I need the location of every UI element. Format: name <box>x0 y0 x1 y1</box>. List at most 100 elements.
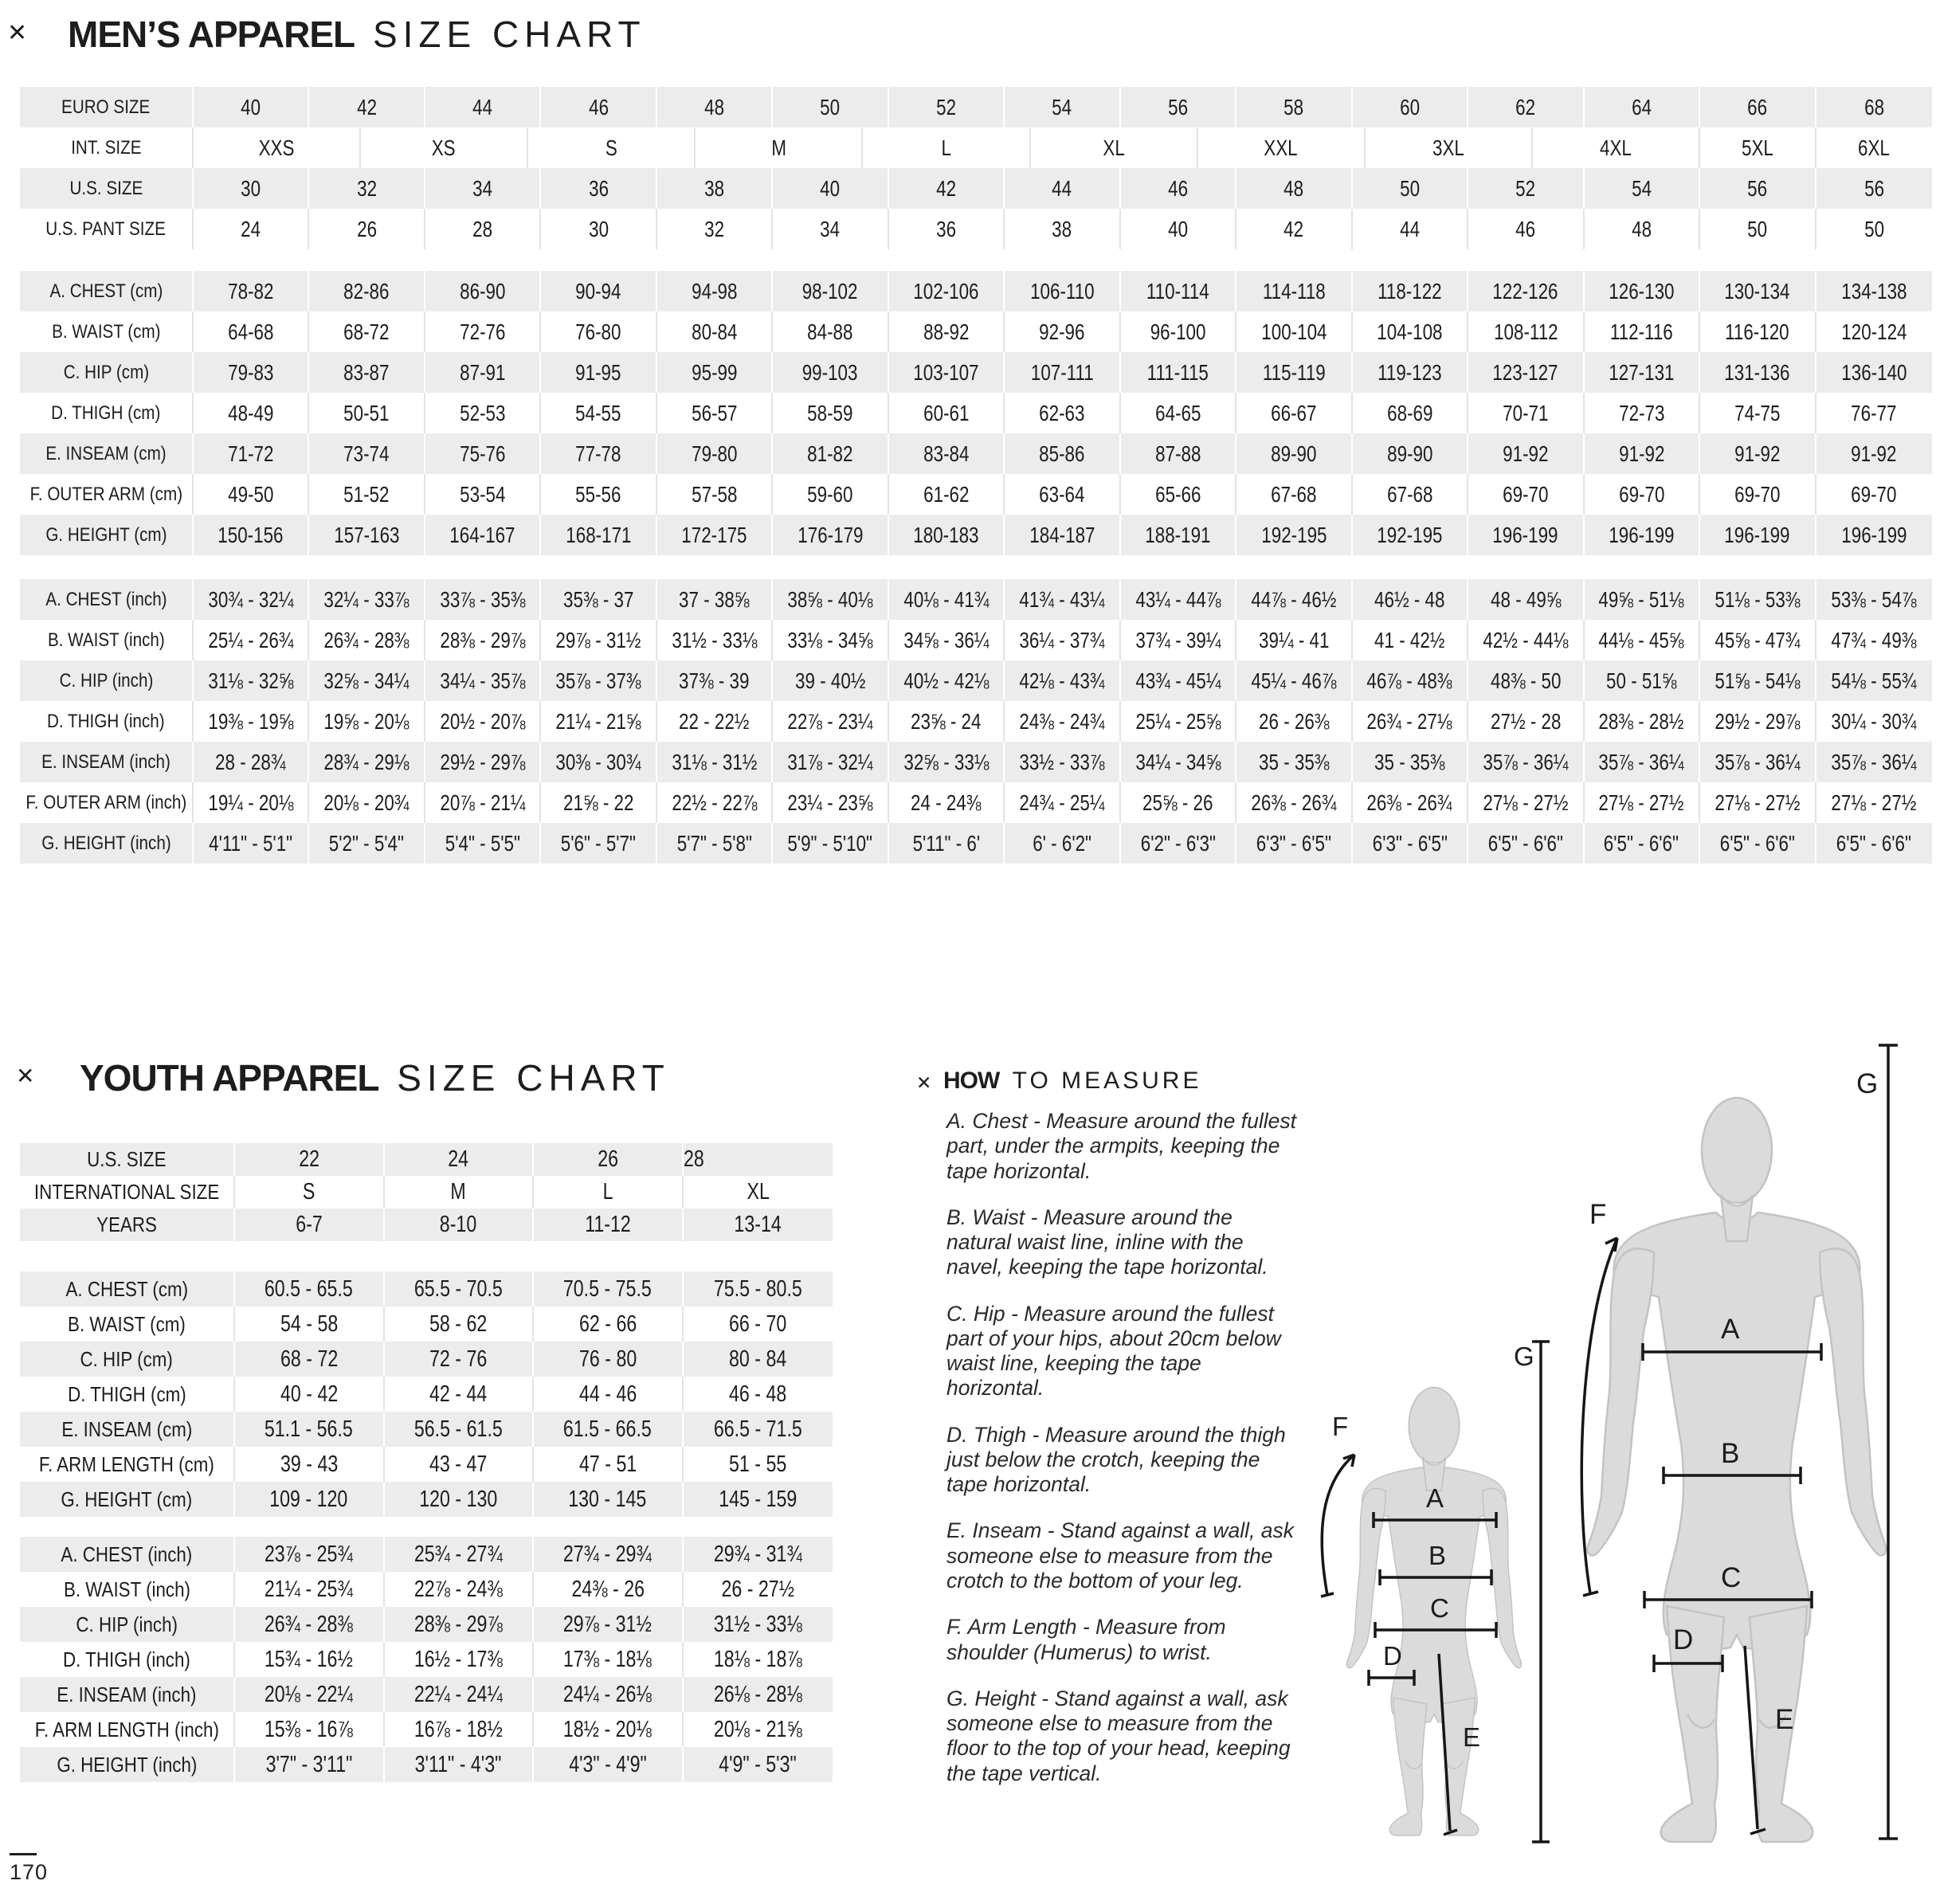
value-cell: 19¼ - 20⅛ <box>194 782 310 823</box>
table-row: B. WAIST (cm) 64-68 68-72 72-76 76-80 80-84 84… <box>20 311 1932 352</box>
table-row: E. INSEAM (cm) 51.1 - 56.5 56.5 - 61.5 61.5… <box>20 1412 833 1447</box>
value-cell: 85-86 <box>1005 433 1121 474</box>
table-row: A. CHEST (cm) 60.5 - 65.5 65.5 - 70.5 70.5 … <box>20 1271 833 1307</box>
value-cell: 96-100 <box>1121 311 1237 352</box>
value-cell: 3'7" - 3'11" <box>235 1747 385 1782</box>
value-cell: 53⅜ - 54⅞ <box>1816 579 1932 620</box>
value-cell: 68 <box>1816 87 1932 127</box>
value-cell: 26¾ - 27⅛ <box>1353 701 1469 742</box>
value-cell: 79-83 <box>194 352 310 393</box>
value-cell: 72-76 <box>425 311 542 352</box>
value-cell: 123-127 <box>1468 352 1585 393</box>
value-cell: 45¼ - 46⅞ <box>1236 660 1353 701</box>
value-cell: 91-95 <box>541 352 657 393</box>
value-cell: 192-195 <box>1352 515 1469 555</box>
value-cell: 34¼ - 35⅞ <box>425 660 542 701</box>
value-cell: 26⅛ - 28⅛ <box>683 1677 833 1712</box>
value-cell: 54⅛ - 55¾ <box>1816 660 1932 701</box>
row-label: U.S. SIZE <box>20 1143 235 1176</box>
adult-measure-lines: A B C D E F G <box>1580 1044 1898 1840</box>
value-cell: 115-119 <box>1236 352 1353 393</box>
value-cell: 6'3" - 6'5" <box>1236 823 1353 864</box>
value-cell: 35⅞ - 36¼ <box>1584 742 1701 782</box>
measure-instruction: D. Thigh - Measure around the thigh just… <box>946 1422 1286 1497</box>
value-cell: S <box>528 127 696 168</box>
value-cell: 87-91 <box>425 352 542 393</box>
value-cell: 26 <box>534 1143 684 1176</box>
value-cell: 28⅜ - 29⅞ <box>384 1607 534 1642</box>
row-label: E. INSEAM (inch) <box>20 1677 235 1712</box>
value-cell: 82-86 <box>309 271 425 311</box>
value-cell: 6'5" - 6'6" <box>1700 823 1816 864</box>
table-row: G. HEIGHT (inch) 4'11" - 5'1" 5'2" - 5'4" 5… <box>20 823 1932 864</box>
value-cell: 81-82 <box>773 433 889 474</box>
figure-label-thigh: D <box>1383 1641 1402 1671</box>
value-cell: 48⅜ - 50 <box>1468 660 1585 701</box>
value-cell: 21¼ - 25¾ <box>235 1572 385 1607</box>
value-cell: 76 - 80 <box>534 1342 684 1377</box>
table-row: B. WAIST (inch) 21¼ - 25¾ 22⅞ - 24⅜ 24⅜ - 2… <box>20 1572 833 1607</box>
value-cell: 91-92 <box>1816 433 1932 474</box>
value-cell: 100-104 <box>1236 311 1353 352</box>
value-cell: 69-70 <box>1468 474 1585 515</box>
value-cell: 18⅛ - 18⅞ <box>713 1646 802 1672</box>
row-label: C. HIP (inch) <box>20 1607 235 1642</box>
value-cell: 24⅜ - 26 <box>534 1572 684 1607</box>
value-cell: 5'7" - 5'8" <box>656 823 774 864</box>
value-cell: 110-114 <box>1120 271 1237 311</box>
value-cell: 87-88 <box>1120 433 1237 474</box>
value-cell: 23⅞ - 25¾ <box>235 1537 385 1572</box>
value-cell: 29⅞ - 31½ <box>541 620 657 660</box>
value-cell: 68 - 72 <box>235 1342 385 1377</box>
value-cell: 95-99 <box>656 352 774 393</box>
value-cell: 48 <box>656 87 774 127</box>
value-cell: 19⅜ - 19⅝ <box>194 701 310 742</box>
table-row: YEARS 6-7 8-10 11-12 13-14 <box>20 1209 833 1241</box>
value-cell: 24¾ - 25¼ <box>1005 782 1121 823</box>
value-cell: 22⅞ - 24⅜ <box>385 1572 534 1607</box>
value-cell: 37¾ - 39¼ <box>1121 620 1237 660</box>
value-cell: 157-163 <box>309 515 425 555</box>
value-cell: 114-118 <box>1236 271 1353 311</box>
row-label: U.S. PANT SIZE <box>20 209 194 249</box>
table-row: F. OUTER ARM (inch) 19¼ - 20⅛ 20⅛ - 20¾ 20⅞… <box>20 782 1932 823</box>
value-cell: 52 <box>1468 168 1585 209</box>
row-label: D. THIGH (inch) <box>20 1642 235 1677</box>
table-row: A. CHEST (inch) 23⅞ - 25¾ 25¾ - 27¾ 27¾ - 2… <box>20 1537 833 1572</box>
figure-label-thigh: D <box>1673 1624 1693 1655</box>
value-cell: 52-53 <box>425 393 542 433</box>
value-cell: 83-87 <box>309 352 425 393</box>
value-cell: 52 <box>888 87 1005 127</box>
value-cell: 40 <box>773 168 889 209</box>
value-cell: 35⅞ - 36¼ <box>1468 742 1585 782</box>
value-cell: 51-52 <box>309 474 425 515</box>
value-cell: 26 - 26⅜ <box>1236 701 1353 742</box>
value-cell: 33⅛ - 34⅝ <box>773 620 889 660</box>
measure-instruction: A. Chest - Measure around the fullest pa… <box>946 1109 1296 1183</box>
table-row: E. INSEAM (inch) 20⅛ - 22¼ 22¼ - 24¼ 24¼ - … <box>20 1677 833 1712</box>
value-cell: 34¼ - 34⅝ <box>1120 742 1237 782</box>
value-cell: 16½ - 17⅜ <box>385 1642 534 1677</box>
value-cell: 188-191 <box>1120 515 1237 555</box>
value-cell: 17⅜ - 18⅛ <box>534 1642 684 1677</box>
value-cell: 76-77 <box>1851 400 1897 425</box>
value-cell: 35⅞ - 37⅜ <box>541 660 657 701</box>
value-cell: 41 - 42½ <box>1353 620 1469 660</box>
value-cell: 108-112 <box>1468 311 1585 352</box>
value-cell: L <box>863 127 1031 168</box>
value-cell: 35⅞ - 36¼ <box>1700 742 1816 782</box>
value-cell: 83-84 <box>888 433 1005 474</box>
value-cell: 145 - 159 <box>683 1482 833 1517</box>
value-cell: 26⅜ - 26¾ <box>1353 782 1469 823</box>
value-cell: 80 - 84 <box>683 1342 833 1377</box>
value-cell: 94-98 <box>656 271 774 311</box>
value-cell: 16⅞ - 18½ <box>385 1712 534 1747</box>
row-label: B. WAIST (inch) <box>20 620 194 660</box>
value-cell: 6' - 6'2" <box>1005 823 1121 864</box>
figure-label-height: G <box>1856 1068 1878 1099</box>
value-cell: 112-116 <box>1585 311 1701 352</box>
value-cell: 20⅛ - 22¼ <box>235 1677 385 1712</box>
table-row: G. HEIGHT (inch) 3'7" - 3'11" 3'11" - 4'3"… <box>20 1747 833 1782</box>
table-row: D. THIGH (cm) 40 - 42 42 - 44 44 - 46 46 - 4… <box>20 1377 833 1412</box>
